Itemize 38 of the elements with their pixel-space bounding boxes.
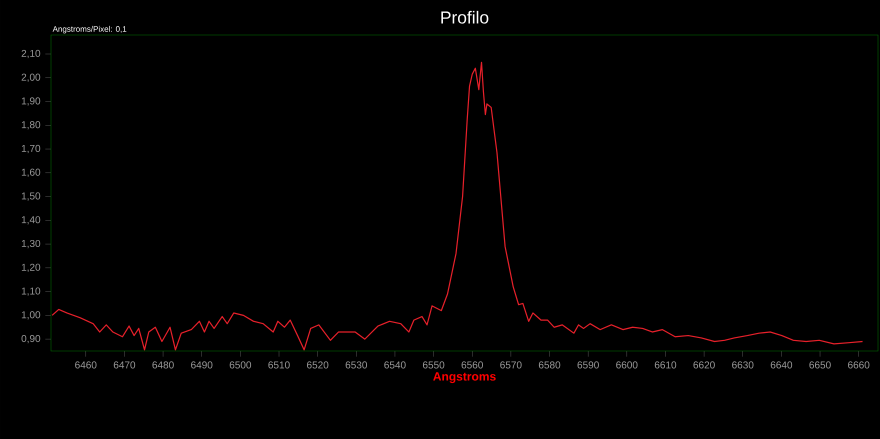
y-tick-label: 1,00 (22, 311, 40, 320)
line-series (52, 62, 864, 350)
x-tick-label: 6580 (538, 361, 560, 368)
y-tick-label: 1,20 (22, 264, 40, 272)
x-tick-label: 6660 (848, 361, 870, 368)
x-tick-label: 6600 (616, 361, 638, 368)
x-tick-label: 6480 (152, 361, 174, 368)
x-tick-label: 6470 (114, 361, 136, 368)
x-tick-label: 6540 (384, 361, 406, 368)
y-tick-label: 1,60 (22, 168, 40, 177)
x-tick-label: 6630 (732, 361, 754, 368)
y-tick-label: 1,10 (22, 287, 40, 296)
y-tick-label: 0,90 (22, 334, 40, 344)
y-tick-label: 1,50 (22, 192, 40, 201)
y-tick-label: 1,80 (22, 121, 40, 130)
x-tick-label: 6620 (693, 361, 715, 368)
y-tick-label: 2,10 (22, 50, 40, 58)
x-tick-label: 6460 (75, 361, 97, 368)
x-tick-label: 6590 (578, 361, 599, 368)
y-tick-label: 1,40 (22, 216, 40, 224)
y-tick-label: 1,70 (22, 144, 40, 154)
y-tick-label: 1,90 (22, 97, 40, 106)
x-tick-label: 6550 (422, 361, 444, 368)
x-tick-label: 6490 (191, 361, 212, 368)
x-tick-label: 6560 (462, 361, 483, 368)
x-tick-label: 6510 (268, 361, 290, 368)
x-tick-label: 6520 (307, 361, 328, 368)
x-axis-title: Angstroms (433, 372, 496, 384)
chart-title: Profilo (441, 10, 488, 24)
y-tick-label: 2,00 (22, 74, 40, 82)
text: Angstroms/Pixel: 0,1 (52, 26, 126, 34)
x-tick-label: 6530 (346, 361, 368, 368)
x-tick-label: 6640 (770, 361, 792, 368)
x-tick-label: 6500 (230, 361, 252, 368)
x-tick-label: 6570 (500, 361, 522, 368)
x-tick-label: 6650 (809, 361, 831, 368)
x-tick-label: 6610 (654, 361, 676, 368)
y-tick-label: 1,30 (22, 240, 40, 248)
